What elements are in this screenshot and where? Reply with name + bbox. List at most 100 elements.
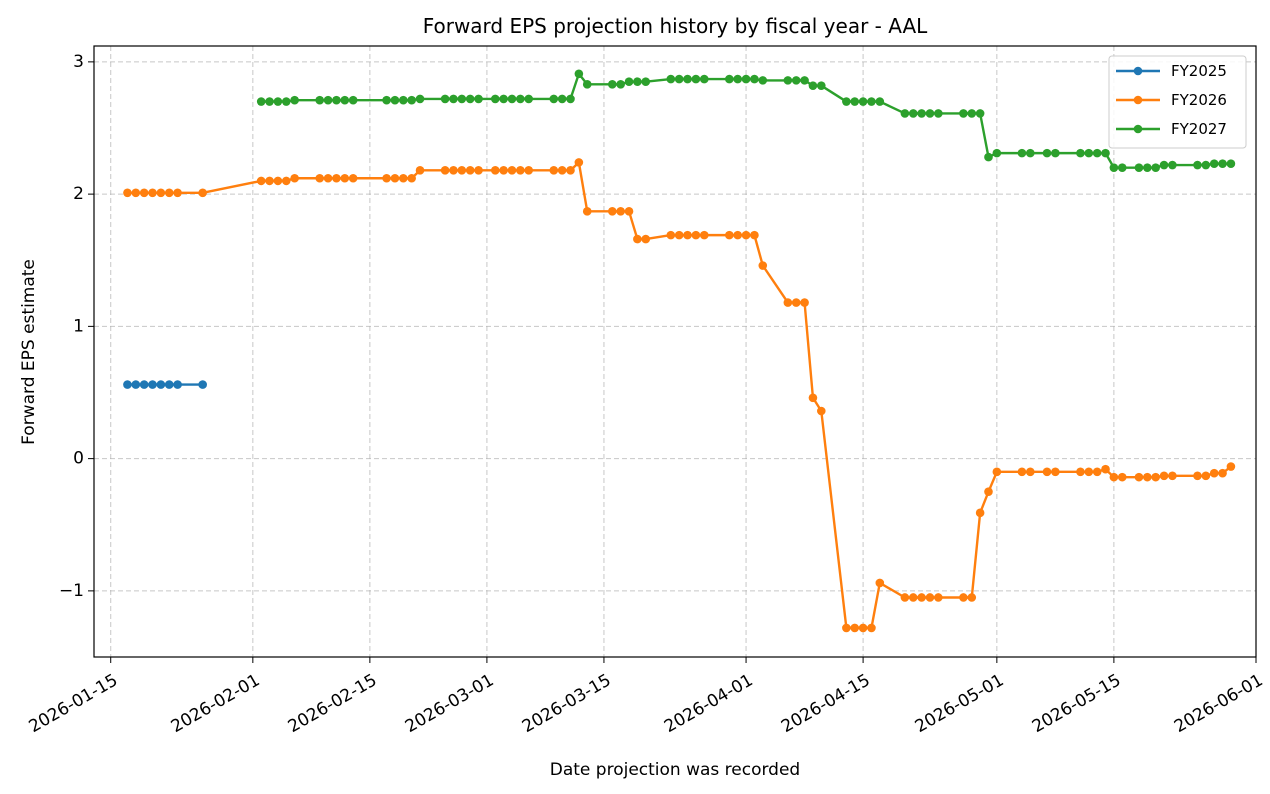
data-point — [683, 230, 692, 240]
legend-label: FY2025 — [1171, 62, 1227, 80]
data-point — [1193, 160, 1202, 170]
data-point — [850, 97, 860, 106]
data-point — [741, 74, 751, 84]
data-point — [674, 74, 684, 84]
data-point — [984, 487, 993, 496]
data-point — [800, 76, 809, 85]
data-point — [173, 188, 182, 198]
data-point — [917, 593, 926, 602]
data-point — [1201, 160, 1211, 170]
data-point — [750, 74, 759, 84]
data-point — [1226, 462, 1236, 471]
data-point — [850, 623, 860, 633]
data-point — [783, 76, 793, 85]
data-point — [858, 623, 868, 633]
data-point — [1143, 472, 1152, 482]
data-point — [1218, 159, 1227, 169]
y-tick-label: 0 — [73, 449, 84, 469]
data-point — [1051, 148, 1060, 158]
data-point — [173, 380, 182, 389]
data-point — [499, 94, 508, 104]
data-point — [1042, 148, 1052, 158]
data-point — [1193, 471, 1202, 481]
data-point — [608, 207, 617, 216]
data-point — [524, 94, 534, 104]
data-point — [332, 95, 341, 105]
data-point — [1143, 163, 1152, 172]
data-point — [808, 81, 818, 90]
x-tick-label: 2026-04-01 — [661, 670, 757, 737]
plot-frame — [93, 45, 1257, 658]
data-point — [791, 298, 801, 307]
data-point — [699, 230, 709, 240]
data-point — [148, 188, 157, 198]
data-point — [399, 173, 408, 183]
data-point — [1218, 468, 1227, 478]
data-point — [800, 298, 809, 307]
data-point — [683, 74, 692, 84]
data-point — [1168, 160, 1177, 170]
data-point — [1076, 148, 1085, 158]
legend-swatch-marker — [1133, 124, 1143, 134]
data-point — [816, 81, 826, 90]
data-point — [490, 166, 500, 175]
y-axis-label: Forward EPS estimate — [19, 259, 39, 445]
data-point — [273, 97, 283, 106]
data-point — [624, 77, 634, 87]
data-point — [457, 166, 467, 175]
chart-title: Forward EPS projection history by fiscal… — [423, 14, 928, 38]
data-point — [624, 207, 634, 216]
data-point — [758, 76, 768, 85]
data-point — [449, 166, 458, 175]
data-point — [164, 188, 174, 198]
data-point — [608, 80, 617, 89]
data-point — [382, 95, 391, 105]
data-point — [131, 380, 141, 389]
data-point — [875, 578, 885, 588]
data-point — [959, 593, 968, 602]
data-point — [842, 97, 851, 106]
data-point — [816, 406, 826, 416]
x-tick-label: 2026-03-15 — [519, 670, 615, 737]
data-point — [256, 97, 266, 106]
data-point — [1084, 148, 1094, 158]
data-point — [566, 94, 575, 104]
legend: FY2025 FY2026 FY2027 — [1108, 55, 1247, 149]
data-point — [616, 80, 625, 89]
data-point — [967, 593, 977, 602]
data-point — [691, 74, 701, 84]
data-point — [791, 76, 801, 85]
data-point — [1151, 472, 1160, 482]
data-point — [1051, 467, 1060, 477]
data-point — [1092, 148, 1102, 158]
legend-label: FY2026 — [1171, 91, 1227, 109]
grid — [94, 46, 1257, 657]
data-point — [1025, 148, 1035, 158]
data-point — [783, 298, 793, 307]
data-point — [691, 230, 701, 240]
data-point — [1101, 464, 1110, 474]
data-point — [415, 166, 425, 175]
series-FY2025 — [123, 380, 207, 389]
data-point — [332, 173, 341, 183]
data-point — [1159, 471, 1169, 481]
data-point — [574, 69, 584, 79]
data-point — [925, 109, 935, 118]
data-point — [725, 230, 734, 240]
data-point — [1209, 159, 1219, 169]
data-point — [465, 166, 475, 175]
data-point — [123, 188, 132, 198]
data-point — [156, 188, 166, 198]
legend-swatch-marker — [1133, 95, 1143, 105]
data-point — [516, 94, 525, 104]
data-point — [1101, 148, 1110, 158]
data-point — [750, 230, 759, 240]
data-point — [139, 380, 149, 389]
data-point — [164, 380, 174, 389]
data-point — [348, 173, 358, 183]
data-point — [256, 176, 266, 186]
data-point — [641, 234, 651, 244]
x-tick-label: 2026-05-01 — [912, 670, 1008, 737]
data-point — [808, 393, 818, 403]
